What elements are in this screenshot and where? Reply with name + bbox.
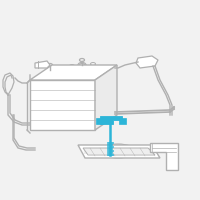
- Polygon shape: [35, 61, 50, 68]
- Polygon shape: [96, 118, 103, 124]
- Polygon shape: [30, 65, 117, 80]
- Polygon shape: [119, 118, 126, 124]
- Polygon shape: [78, 145, 160, 158]
- Polygon shape: [100, 116, 122, 124]
- Polygon shape: [95, 65, 117, 130]
- Polygon shape: [83, 148, 155, 155]
- Polygon shape: [136, 56, 158, 68]
- Polygon shape: [30, 80, 95, 130]
- Polygon shape: [150, 143, 178, 170]
